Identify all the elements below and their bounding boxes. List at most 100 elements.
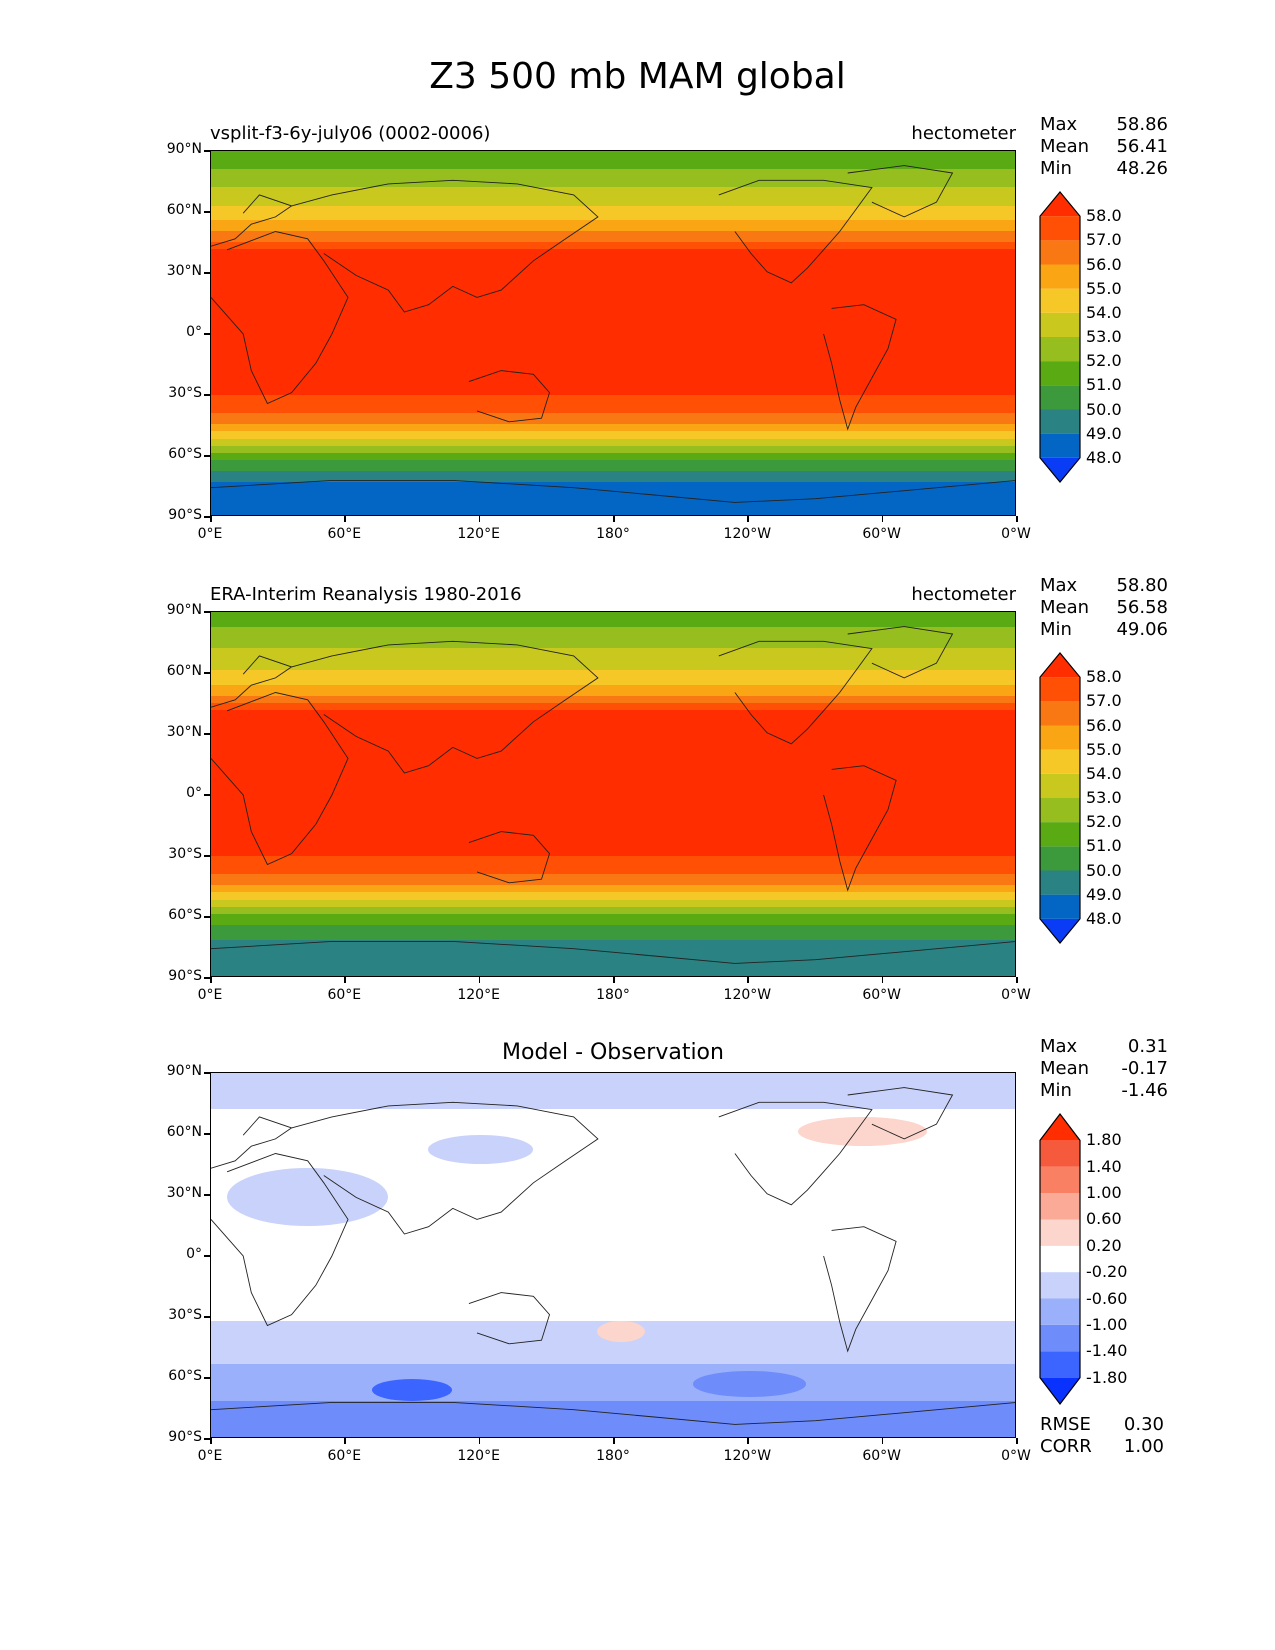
stat-max-label: Max <box>1040 1036 1078 1057</box>
y-tick-mark <box>204 1255 210 1257</box>
y-tick-label: 90°N <box>166 1063 202 1079</box>
y-tick-label: 90°S <box>168 507 202 523</box>
x-tick-mark <box>1016 977 1018 983</box>
colorbar-segment <box>1040 361 1080 386</box>
x-tick-label: 60°W <box>862 987 901 1003</box>
coastline-7 <box>211 479 1015 503</box>
colorbar-segment <box>1040 288 1080 313</box>
panel-1-units: hectometer <box>911 584 1016 605</box>
y-tick-label: 90°N <box>166 141 202 157</box>
colorbar-segment <box>1040 870 1080 895</box>
x-tick-mark <box>210 516 212 522</box>
stat-min: Min 48.26 <box>1040 158 1168 180</box>
coastline-4 <box>718 1101 873 1206</box>
y-tick-mark <box>204 611 210 613</box>
panel-2-title: Model - Observation <box>502 1040 724 1065</box>
colorbar-segment <box>1040 409 1080 434</box>
panel-1-map <box>210 611 1016 977</box>
stat-max: Max 58.86 <box>1040 114 1168 136</box>
anomaly-blob <box>371 1378 453 1401</box>
coastline-6 <box>847 165 954 218</box>
contour-band <box>211 460 1015 473</box>
stat-max: Max 58.80 <box>1040 575 1168 597</box>
stat-max: Max 0.31 <box>1040 1036 1168 1058</box>
colorbar-tick-label: 54.0 <box>1086 763 1122 783</box>
stat-max-value: 0.31 <box>1127 1036 1168 1057</box>
colorbar-tick-label: -0.20 <box>1086 1262 1128 1282</box>
coastline-3 <box>468 370 551 423</box>
colorbar-segment <box>1040 1245 1080 1273</box>
colorbar-segment <box>1040 1377 1080 1404</box>
panel-0-units: hectometer <box>911 123 1016 144</box>
coastline-2 <box>291 1101 599 1235</box>
contour-band <box>211 1400 1015 1437</box>
x-tick-label: 0°W <box>1001 1448 1031 1464</box>
stat-mean-label: Mean <box>1040 1058 1090 1079</box>
x-tick-label: 120°E <box>457 1448 500 1464</box>
stat-max-value: 58.80 <box>1116 575 1168 596</box>
y-tick-label: 60°S <box>168 907 202 923</box>
colorbar-segment <box>1040 918 1080 943</box>
x-tick-label: 0°W <box>1001 526 1031 542</box>
colorbar-tick-label: 55.0 <box>1086 739 1122 759</box>
x-tick-mark <box>747 1438 749 1444</box>
colorbar-segment <box>1040 385 1080 410</box>
stat-min: Min -1.46 <box>1040 1080 1168 1102</box>
stat-mean-label: Mean <box>1040 136 1090 157</box>
colorbar-segment <box>1040 1324 1080 1352</box>
colorbar-tick-label: 52.0 <box>1086 351 1122 371</box>
panel-2-error-stats: RMSE 0.30 CORR 1.00 <box>1040 1414 1164 1458</box>
y-tick-mark <box>204 211 210 213</box>
x-tick-mark <box>478 516 481 522</box>
colorbar-tick-label: -1.80 <box>1086 1367 1128 1387</box>
x-tick-mark <box>344 977 346 983</box>
colorbar-segment <box>1040 701 1080 726</box>
y-tick-label: 30°S <box>168 846 202 862</box>
colorbar-tick-label: 52.0 <box>1086 812 1122 832</box>
contour-band <box>211 231 1015 244</box>
coastline-2 <box>291 179 599 313</box>
colorbar-segment <box>1040 894 1080 919</box>
contour-band <box>211 1364 1015 1402</box>
colorbar-tick-label: 51.0 <box>1086 375 1122 395</box>
colorbar-segment <box>1040 240 1080 265</box>
colorbar-segment <box>1040 457 1080 482</box>
colorbar-tick-label: 48.0 <box>1086 447 1122 467</box>
colorbar-segment <box>1040 677 1080 702</box>
contour-band <box>211 445 1015 455</box>
y-tick-mark <box>204 916 210 918</box>
contour-band <box>211 220 1015 233</box>
x-tick-label: 0°E <box>197 526 223 542</box>
contour-band <box>211 684 1015 697</box>
coastline-4 <box>718 179 873 284</box>
contour-band <box>211 1073 1015 1111</box>
contour-band <box>211 899 1015 908</box>
page-title: Z3 500 mb MAM global <box>429 56 846 97</box>
stat-mean-label: Mean <box>1040 597 1090 618</box>
y-tick-mark <box>204 333 210 335</box>
colorbar-tick-label: 1.40 <box>1086 1156 1122 1176</box>
colorbar-tick-label: 1.80 <box>1086 1130 1122 1150</box>
stat-max-value: 58.86 <box>1116 114 1168 135</box>
stat-corr: CORR 1.00 <box>1040 1436 1164 1458</box>
colorbar-segment <box>1040 1140 1080 1167</box>
colorbar-segment <box>1040 216 1080 241</box>
x-tick-label: 120°W <box>723 987 772 1003</box>
stat-mean: Mean 56.58 <box>1040 597 1168 619</box>
x-tick-label: 60°W <box>862 526 901 542</box>
contour-band <box>211 670 1015 686</box>
panel-0-left-title: vsplit-f3-6y-july06 (0002-0006) <box>210 123 491 144</box>
contour-band <box>211 187 1015 207</box>
x-tick-label: 60°E <box>327 987 362 1003</box>
x-tick-label: 120°E <box>457 526 500 542</box>
x-tick-label: 180° <box>596 987 630 1003</box>
y-tick-label: 30°S <box>168 1307 202 1323</box>
anomaly-blob <box>227 1167 388 1226</box>
x-tick-mark <box>478 977 481 983</box>
x-tick-label: 120°W <box>723 1448 772 1464</box>
y-tick-mark <box>204 855 210 857</box>
y-tick-mark <box>204 516 210 518</box>
stat-min-label: Min <box>1040 1080 1072 1101</box>
colorbar-tick-label: 1.00 <box>1086 1183 1122 1203</box>
y-tick-mark <box>204 977 210 979</box>
